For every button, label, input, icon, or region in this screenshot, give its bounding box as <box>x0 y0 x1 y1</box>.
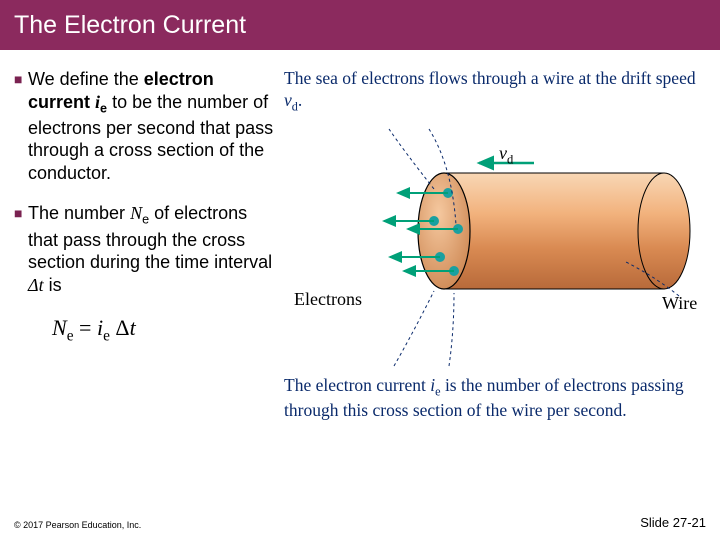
label-vd: vd <box>499 143 513 168</box>
bullet-marker: ■ <box>14 202 28 296</box>
b2-var1: N <box>130 203 142 223</box>
eq-r1-sub: e <box>103 328 110 345</box>
wire-diagram: vd Electrons Wire <box>284 121 704 381</box>
b2-post: is <box>44 275 62 295</box>
cap-top-var: v <box>284 90 292 110</box>
bullet-2: ■ The number Ne of electrons that pass t… <box>14 202 274 296</box>
eq-r2: Δ <box>110 315 130 340</box>
left-column: ■ We define the electron current ie to b… <box>14 68 274 421</box>
b1-pre: We define the <box>28 69 144 89</box>
cap-top-post: . <box>298 90 302 110</box>
b2-pre: The number <box>28 203 130 223</box>
diagram-svg <box>284 121 704 381</box>
bullet-marker: ■ <box>14 68 28 184</box>
b2-var2: Δt <box>28 275 44 295</box>
eq-r2-var: t <box>130 315 136 340</box>
bullet-1: ■ We define the electron current ie to b… <box>14 68 274 184</box>
equation: Ne = ie Δt <box>52 314 274 346</box>
label-electrons: Electrons <box>294 289 362 310</box>
slide-number: Slide 27-21 <box>640 515 706 530</box>
vd-var: v <box>499 143 507 163</box>
title-bar: The Electron Current <box>0 0 720 50</box>
vd-sub: d <box>507 152 513 166</box>
cap-top-pre: The sea of electrons flows through a wir… <box>284 68 696 88</box>
eq-sign: = <box>74 315 97 340</box>
caption-bottom: The electron current ie is the number of… <box>284 375 706 422</box>
bullet-1-text: We define the electron current ie to be … <box>28 68 274 184</box>
label-wire: Wire <box>662 293 697 314</box>
b1-varsub: e <box>100 101 107 115</box>
eq-lhs-sub: e <box>67 328 74 345</box>
caption-top: The sea of electrons flows through a wir… <box>284 68 706 115</box>
slide-title: The Electron Current <box>14 11 246 40</box>
eq-lhs: N <box>52 315 67 340</box>
copyright: © 2017 Pearson Education, Inc. <box>14 520 141 530</box>
bullet-2-text: The number Ne of electrons that pass thr… <box>28 202 274 296</box>
right-column: The sea of electrons flows through a wir… <box>274 68 706 421</box>
content-area: ■ We define the electron current ie to b… <box>0 50 720 421</box>
